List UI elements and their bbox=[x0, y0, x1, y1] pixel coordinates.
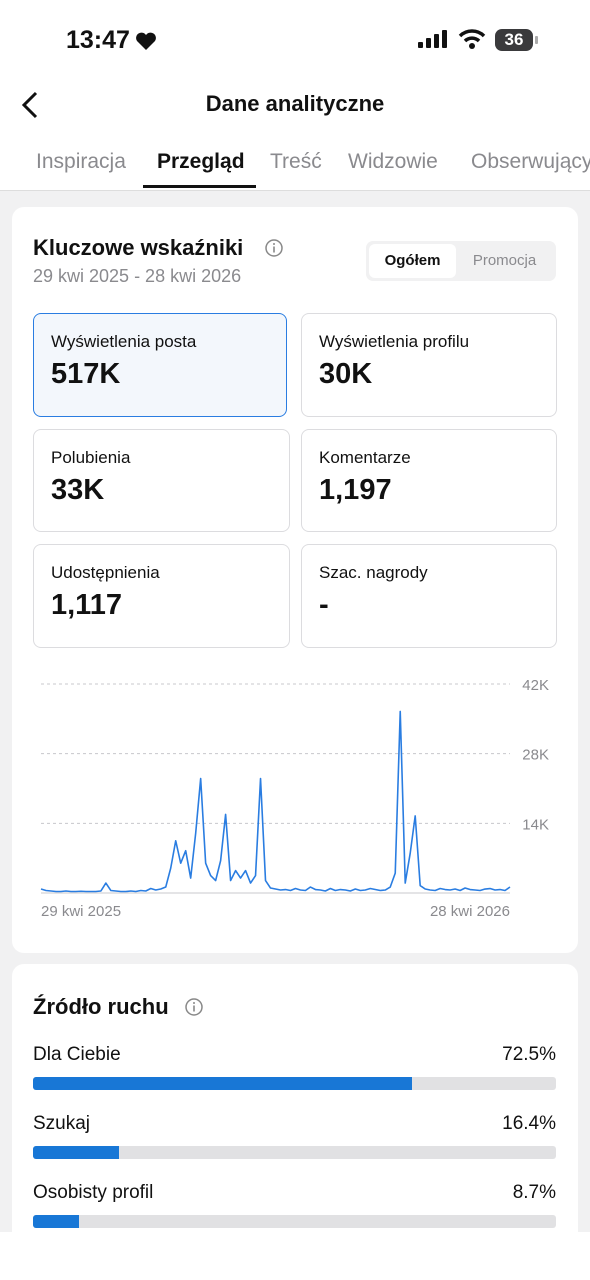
battery-tip bbox=[535, 36, 538, 44]
metric-value: 30K bbox=[319, 358, 373, 390]
tab-active[interactable]: Przegląd bbox=[157, 150, 245, 173]
progress-track bbox=[33, 1215, 556, 1228]
y-tick-label: 28K bbox=[522, 747, 549, 764]
metric-label: Wyświetlenia posta bbox=[51, 332, 197, 351]
source-label: Szukaj bbox=[33, 1113, 91, 1134]
metric-card[interactable]: Udostępnienia 1,117 bbox=[33, 544, 290, 648]
signal-icon bbox=[418, 30, 447, 48]
status-time: 13:47 bbox=[66, 26, 130, 54]
heart-icon bbox=[136, 32, 156, 50]
metric-value: 33K bbox=[51, 474, 105, 506]
data-line bbox=[40, 710, 511, 893]
page-title: Dane analityczne bbox=[205, 91, 385, 116]
metric-value: 1,117 bbox=[51, 589, 122, 621]
progress-bar bbox=[33, 1146, 119, 1159]
metric-label: Polubienia bbox=[51, 448, 131, 467]
source-value: 72.5% bbox=[502, 1044, 556, 1065]
tab-underline bbox=[143, 185, 256, 188]
metric-label: Szac. nagrody bbox=[319, 563, 428, 582]
info-icon[interactable] bbox=[264, 238, 284, 258]
source-label: Osobisty profil bbox=[33, 1182, 154, 1203]
metric-label: Komentarze bbox=[319, 448, 411, 467]
traffic-card bbox=[12, 964, 578, 1254]
progress-track bbox=[33, 1077, 556, 1090]
metric-value: 1,197 bbox=[319, 474, 392, 506]
y-tick-label: 14K bbox=[522, 816, 549, 833]
metric-card[interactable]: Komentarze 1,197 bbox=[301, 429, 557, 532]
tab[interactable]: Widzowie bbox=[348, 150, 438, 173]
info-icon[interactable] bbox=[184, 997, 204, 1017]
source-value: 16.4% bbox=[502, 1113, 556, 1134]
y-tick-label: 42K bbox=[522, 677, 549, 694]
metric-card[interactable]: Szac. nagrody - bbox=[301, 544, 557, 648]
source-label: Dla Ciebie bbox=[33, 1044, 121, 1065]
battery bbox=[495, 29, 533, 51]
x-tick-label: 29 kwi 2025 bbox=[41, 903, 121, 920]
battery-level: 36 bbox=[504, 30, 524, 49]
bottom-area bbox=[0, 1232, 590, 1280]
tab[interactable]: Obserwujący bbox=[471, 150, 590, 173]
toggle-option[interactable]: Promocja bbox=[472, 252, 537, 269]
progress-bar bbox=[33, 1215, 79, 1228]
progress-track bbox=[33, 1146, 556, 1159]
back-button[interactable] bbox=[18, 90, 44, 120]
progress-bar bbox=[33, 1077, 413, 1090]
metric-card[interactable]: Polubienia 33K bbox=[33, 429, 290, 532]
metric-label: Udostępnienia bbox=[51, 563, 160, 582]
metric-card[interactable]: Wyświetlenia posta 517K bbox=[33, 313, 287, 417]
tab[interactable]: Treść bbox=[270, 150, 322, 173]
source-value: 8.7% bbox=[512, 1182, 556, 1203]
wifi-icon bbox=[458, 29, 486, 49]
line-chart: 14K 28K 42K 29 kwi 2025 28 kwi 2026 bbox=[40, 677, 549, 920]
divider bbox=[0, 190, 590, 191]
metric-card[interactable]: Wyświetlenia profilu 30K bbox=[301, 313, 557, 417]
metric-value: 517K bbox=[51, 358, 121, 390]
tab[interactable]: Inspiracja bbox=[36, 150, 126, 173]
card-title: Kluczowe wskaźniki bbox=[33, 235, 244, 260]
date-range: 29 kwi 2025 - 28 kwi 2026 bbox=[33, 266, 242, 286]
toggle-option-active[interactable]: Ogółem bbox=[369, 244, 456, 278]
x-tick-label: 28 kwi 2026 bbox=[430, 903, 510, 920]
metric-label: Wyświetlenia profilu bbox=[319, 332, 470, 351]
metric-value: - bbox=[319, 589, 329, 621]
card-title: Źródło ruchu bbox=[33, 994, 169, 1019]
